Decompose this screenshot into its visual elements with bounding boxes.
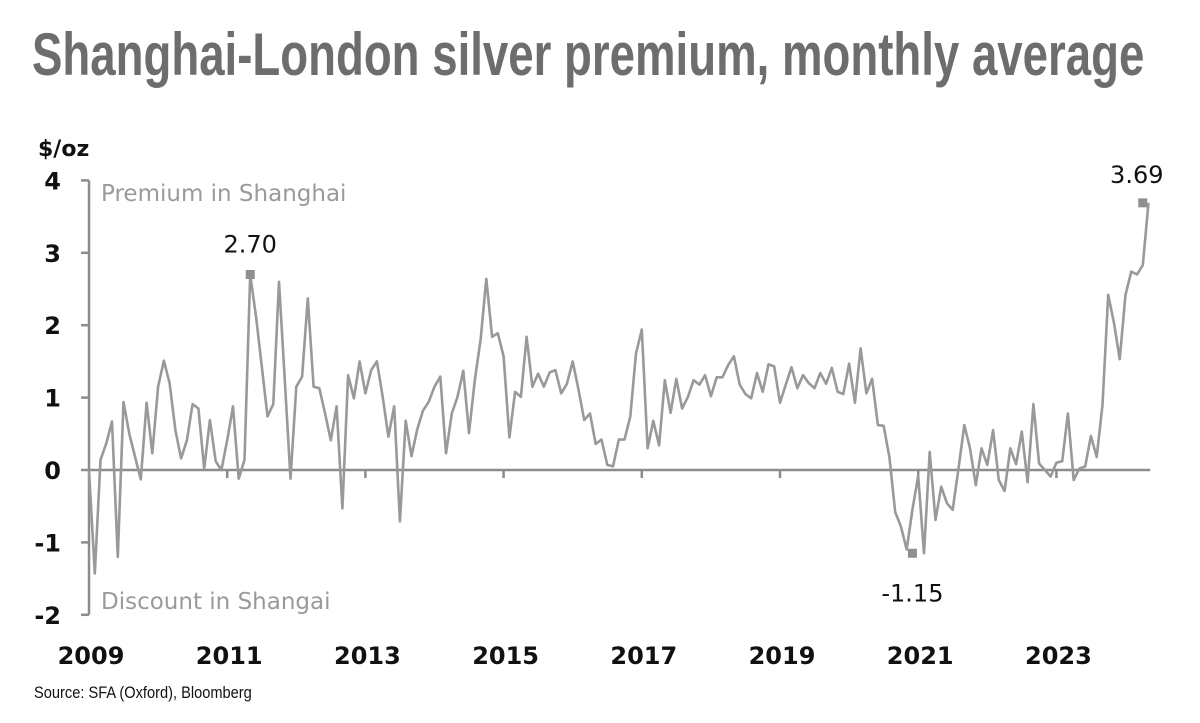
annotations-layer: 2.70 -1.15 3.69 [224, 161, 1164, 607]
x-tick-label: 2023 [1025, 642, 1092, 670]
annotation-label: 2.70 [224, 231, 277, 259]
annotation-label: -1.15 [881, 579, 943, 607]
y-tick-label: 4 [44, 167, 61, 195]
discount-region-label: Discount in Shangai [101, 589, 331, 615]
premium-region-label: Premium in Shanghai [101, 181, 346, 207]
x-tick-label: 2011 [196, 642, 263, 670]
y-tick-label: 0 [44, 457, 61, 485]
x-tick-label: 2019 [749, 642, 816, 670]
x-tick-label: 2021 [887, 642, 954, 670]
source-note: Source: SFA (Oxford), Bloomberg [34, 683, 252, 702]
series-line [87, 202, 1150, 575]
series-layer [87, 202, 1150, 575]
y-tick-label: 1 [44, 385, 61, 413]
x-tick-label: 2017 [610, 642, 677, 670]
y-tick-label: -2 [34, 602, 61, 630]
x-tick-label: 2015 [472, 642, 539, 670]
annotation-marker [1138, 198, 1148, 208]
y-tick-label: 2 [44, 312, 61, 340]
annotation-marker [907, 548, 917, 558]
annotation-marker [245, 270, 255, 280]
y-axis-unit-label: $/oz [38, 137, 89, 162]
x-tick-label: 2009 [58, 642, 125, 670]
x-tick-label: 2013 [334, 642, 401, 670]
y-tick-label: 3 [44, 240, 61, 268]
annotation-label: 3.69 [1110, 161, 1163, 189]
y-tick-label: -1 [34, 529, 61, 557]
